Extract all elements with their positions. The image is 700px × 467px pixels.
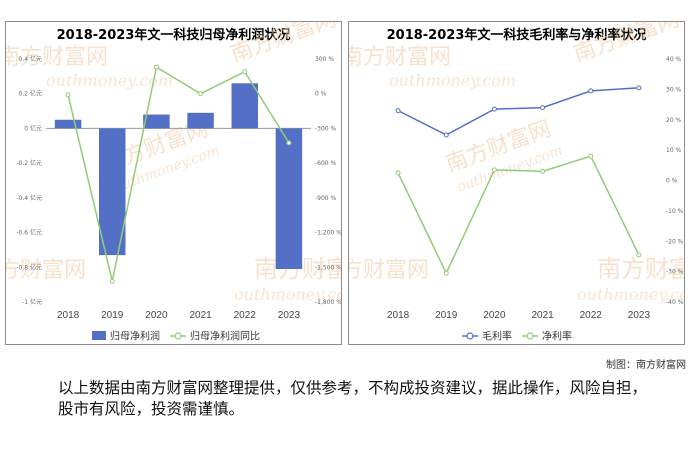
x-axis-tick-label: 2021 [189,310,212,321]
legend-label-gross-margin: 毛利率 [482,330,512,343]
margin-chart-panel: 2018-2023年文一科技毛利率与净利率状况 南方财富网 outhmoney.c… [348,21,685,345]
chart-credit: 制图：南方财富网 [606,360,686,371]
y-axis-tick-label-right: -900 % [315,195,337,202]
point-gross-margin [443,132,449,138]
y-axis-tick-label: 40 % [666,56,682,63]
watermark-text: outhmoney.com [577,285,684,304]
bar-net-profit [143,114,170,129]
watermark-text: 南方财富网 [349,258,429,283]
y-axis-tick-label-right: -1,500 % [315,264,341,271]
bar-net-profit [99,128,126,256]
y-axis-tick-label: 20 % [666,117,682,124]
bar-net-profit [231,83,258,129]
point-net-margin [636,252,642,258]
bar-net-profit [275,128,303,270]
point-net-margin [588,153,594,159]
y-axis-tick-label: 0 % [666,178,678,185]
y-axis-tick-label-left: 0.4 亿元 [19,55,42,63]
x-axis-tick-label: 2023 [278,310,301,321]
legend-label-net-profit: 归母净利润 [110,330,160,343]
point-net-profit-yoy [65,92,71,98]
y-axis-tick-label: 30 % [666,86,682,93]
x-axis-tick-label: 2021 [531,310,554,321]
y-axis-tick-label: -30 % [666,269,684,276]
y-axis-tick-label: 10 % [666,147,682,154]
point-net-margin [491,167,497,173]
y-axis-tick-label-left: -1 亿元 [22,298,42,306]
point-net-profit-yoy [286,140,292,146]
point-net-profit-yoy [153,64,159,70]
point-net-margin [540,168,546,174]
legend-marker-yoy [174,332,182,340]
watermark-text: outhmoney.com [46,71,173,90]
point-gross-margin [540,105,546,111]
watermark-text: 南方财富网 [349,45,451,70]
margin-chart: 南方财富网outhmoney.com南方财富网南方财富网outhmoney.co… [349,22,684,343]
line-net-profit-yoy [67,65,290,282]
y-axis-tick-label: -20 % [666,238,684,245]
x-axis-tick-label: 2022 [234,310,257,321]
legend-swatch-net-profit [92,331,106,340]
net-profit-chart-title: 2018-2023年文一科技归母净利润状况 [56,28,291,43]
x-axis-tick-label: 2020 [145,310,168,321]
legend-label-net-margin: 净利率 [542,330,572,343]
x-axis-tick-label: 2022 [580,310,603,321]
y-axis-tick-label-left: 0.2 亿元 [19,90,42,98]
margin-chart-title: 2018-2023年文一科技毛利率与净利率状况 [386,28,647,43]
net-profit-chart-panel: 2018-2023年文一科技归母净利润状况 南方财富网 outhmoney.com… [5,21,342,345]
x-axis-tick-label: 2023 [628,310,651,321]
x-axis-tick-label: 2020 [483,310,506,321]
y-axis-tick-label: -40 % [666,299,684,306]
y-axis-tick-label-left: -0.4 亿元 [16,194,42,202]
y-axis-tick-label-left: -0.8 亿元 [16,263,42,271]
x-axis-tick-label: 2019 [101,310,124,321]
y-axis-tick-label-right: 300 % [315,56,334,63]
point-gross-margin [636,85,642,91]
point-gross-margin [588,88,594,94]
y-axis-tick-label-left: 0 亿元 [24,124,42,132]
legend-marker-net-margin [526,332,534,340]
y-axis-tick-label: -10 % [666,208,684,215]
line-net-margin [397,155,640,275]
legend-label-yoy: 归母净利润同比 [190,330,260,343]
legend-marker-gross-margin [466,332,474,340]
y-axis-tick-label-right: -600 % [315,160,337,167]
disclaimer-text: 以上数据由南方财富网整理提供，仅供参考，不构成投资建议，据此操作，风险自担，股市… [58,379,648,418]
y-axis-tick-label-left: -0.2 亿元 [16,159,42,167]
y-axis-tick-label-right: -300 % [315,125,337,132]
point-gross-margin [491,106,497,112]
y-axis-tick-label-right: 0 % [315,91,327,98]
point-net-margin [443,270,449,276]
net-profit-chart: 南方财富网outhmoney.com南方财富网南方财富网outhmoney.co… [6,22,341,343]
watermark-text: 南方财富网 [597,255,684,283]
watermark-text: outhmoney.com [234,285,341,304]
point-net-profit-yoy [242,69,248,75]
watermark-text: 南方财富网 [6,45,108,70]
y-axis-tick-label-right: -1,200 % [315,230,341,237]
watermark-text: 南方财富网 [6,258,86,283]
bar-net-profit [54,119,82,129]
x-axis-tick-label: 2018 [387,310,410,321]
point-net-profit-yoy [198,91,204,97]
y-axis-tick-label-right: -1,800 % [315,299,341,306]
y-axis-tick-label-left: -0.6 亿元 [16,229,42,237]
x-axis-tick-label: 2019 [435,310,458,321]
point-gross-margin [395,108,401,114]
point-net-margin [395,170,401,176]
line-gross-margin [397,87,639,136]
bar-net-profit [187,112,214,129]
point-net-profit-yoy [109,278,115,284]
x-axis-tick-label: 2018 [57,310,80,321]
watermark-text: outhmoney.com [389,71,516,90]
